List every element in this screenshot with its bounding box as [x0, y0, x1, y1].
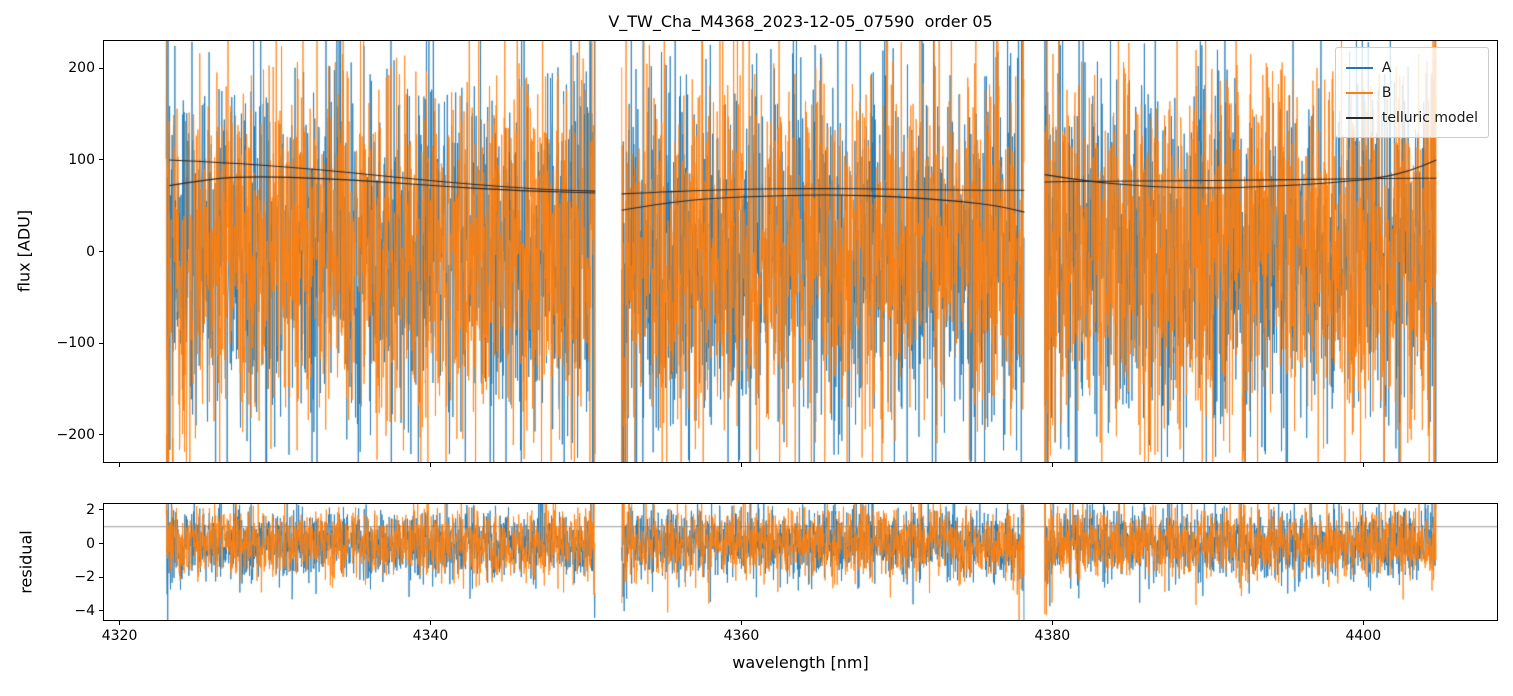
- legend: A B telluric model: [1334, 47, 1489, 138]
- y-tick-label: 0: [86, 243, 95, 260]
- flux-plot-canvas: [104, 41, 1497, 462]
- x-tick-mark: [1051, 621, 1053, 625]
- y-tick-label: −200: [56, 426, 95, 443]
- y-tick-mark: [99, 342, 103, 344]
- y-tick-label: −2: [74, 569, 95, 586]
- y-tick-label: 0: [86, 535, 95, 552]
- y-tick-mark: [99, 67, 103, 69]
- y-tick-label: −100: [56, 335, 95, 352]
- x-tick-mark: [1051, 463, 1053, 467]
- x-axis-label: wavelength [nm]: [732, 653, 869, 672]
- y-tick-mark: [99, 434, 103, 436]
- y-tick-mark: [99, 159, 103, 161]
- legend-entry-telluric-model: telluric model: [1345, 105, 1478, 130]
- residual-y-axis-label: residual: [16, 530, 36, 594]
- series-b-line-sample: [1345, 91, 1373, 94]
- figure-title: V_TW_Cha_M4368_2023-12-05_07590 order 05: [608, 12, 993, 31]
- telluric-model-line-sample: [1345, 116, 1373, 119]
- residual-axes: [103, 503, 1498, 621]
- y-tick-mark: [99, 610, 103, 612]
- x-tick-mark: [740, 621, 742, 625]
- x-tick-label: 4320: [101, 628, 138, 644]
- y-tick-label: 2: [86, 501, 95, 518]
- y-tick-mark: [99, 509, 103, 511]
- x-tick-label: 4400: [1345, 628, 1382, 644]
- x-tick-label: 4340: [412, 628, 449, 644]
- y-tick-mark: [99, 543, 103, 544]
- x-tick-mark: [740, 463, 742, 467]
- y-tick-label: 200: [68, 60, 95, 77]
- x-tick-mark: [429, 463, 431, 467]
- x-tick-label: 4380: [1034, 628, 1071, 644]
- legend-label-telluric-model: telluric model: [1381, 109, 1478, 126]
- x-tick-label: 4360: [723, 628, 760, 644]
- y-tick-label: −4: [74, 602, 95, 619]
- y-tick-mark: [99, 576, 103, 578]
- x-tick-mark: [119, 463, 121, 467]
- legend-label-b: B: [1381, 84, 1392, 101]
- x-tick-mark: [429, 621, 431, 625]
- y-tick-label: 100: [68, 151, 95, 168]
- x-tick-mark: [119, 621, 121, 625]
- residual-plot-canvas: [104, 504, 1497, 620]
- series-a-line-sample: [1345, 66, 1373, 69]
- x-tick-mark: [1362, 463, 1364, 467]
- y-tick-mark: [99, 251, 103, 252]
- legend-label-a: A: [1381, 59, 1392, 76]
- legend-entry-b: B: [1345, 80, 1478, 105]
- flux-y-axis-label: flux [ADU]: [14, 209, 34, 293]
- x-tick-mark: [1362, 621, 1364, 625]
- flux-axes: [103, 40, 1498, 463]
- legend-entry-a: A: [1345, 55, 1478, 80]
